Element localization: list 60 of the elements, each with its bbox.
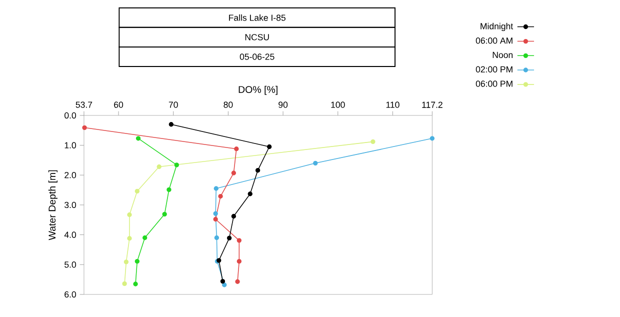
point: [162, 212, 167, 217]
y-tick-label: 0.0: [64, 112, 76, 119]
point: [255, 168, 260, 173]
point: [430, 136, 435, 141]
point: [220, 278, 226, 284]
point: [213, 211, 218, 216]
legend-label: Noon: [492, 52, 513, 58]
legend-label: 06:00 AM: [476, 38, 512, 44]
point: [218, 194, 223, 199]
point: [136, 136, 141, 141]
point: [231, 214, 236, 219]
y-tick-label: 6.0: [64, 291, 76, 298]
x-tick-label: 100: [331, 102, 345, 108]
point: [127, 212, 132, 218]
point: [133, 282, 138, 286]
point: [235, 279, 240, 284]
point: [213, 216, 218, 222]
x-tick-label: 53.7: [76, 102, 92, 108]
legend-label: 02:00 PM: [476, 66, 512, 72]
point: [166, 187, 172, 192]
point: [248, 192, 252, 196]
y-tick-label: 5.0: [64, 262, 76, 268]
point: [236, 238, 242, 243]
point: [214, 235, 220, 240]
point: [142, 235, 148, 240]
y-tick-label: 3.0: [64, 202, 76, 208]
point: [313, 160, 318, 166]
chart-title: Falls Lake I-85: [229, 14, 286, 21]
y-axis-title: Water Depth [m]: [48, 170, 58, 240]
legend-label: 06:00 PM: [476, 80, 512, 87]
x-tick-label: 80: [224, 102, 233, 108]
y-tick-label: 4.0: [64, 232, 76, 238]
x-tick-label: 117.2: [422, 102, 442, 108]
point: [156, 164, 162, 170]
legend-label: Midnight: [480, 22, 514, 32]
x-tick-label: 60: [114, 102, 124, 108]
point: [122, 281, 127, 286]
point: [174, 162, 179, 168]
y-tick-label: 2.0: [64, 172, 76, 178]
point: [266, 144, 272, 150]
point: [127, 236, 132, 241]
x-tick-label: 70: [168, 102, 178, 108]
x-axis-title: DO% [%]: [238, 86, 278, 95]
x-tick-label: 110: [386, 102, 400, 108]
point: [214, 186, 218, 191]
point: [124, 260, 129, 264]
point: [231, 170, 236, 176]
point: [222, 282, 227, 288]
y-tick-label: 1.0: [64, 142, 76, 148]
x-tick-label: 90: [278, 102, 288, 108]
point: [168, 122, 174, 127]
point: [236, 259, 242, 264]
text: 05-06-25: [240, 54, 274, 60]
point: [134, 259, 140, 264]
point: [234, 146, 239, 152]
point: [134, 188, 140, 194]
chart-subtitle: NCSU: [245, 34, 269, 40]
point: [82, 125, 87, 130]
point: [226, 236, 232, 240]
point: [370, 139, 376, 144]
